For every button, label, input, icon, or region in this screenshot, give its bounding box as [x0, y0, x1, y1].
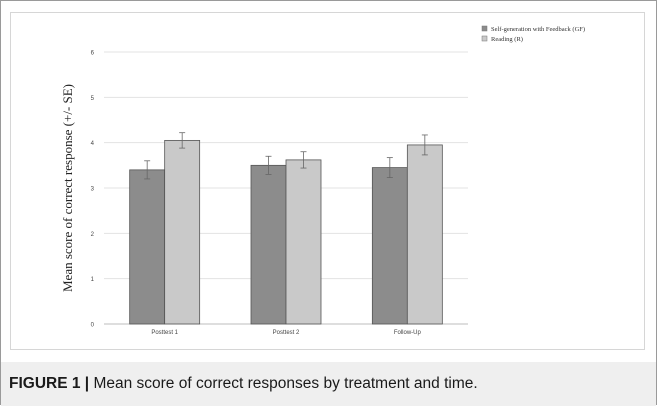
bar: [129, 169, 166, 325]
legend-swatch: [481, 35, 488, 42]
y-axis-label: Mean score of correct response (+/- SE): [60, 84, 75, 292]
figure-caption-label: FIGURE 1 |: [9, 375, 90, 392]
y-tick-label: 6: [91, 51, 95, 57]
x-tick-label: Follow-Up: [394, 330, 422, 336]
y-tick-label: 1: [91, 277, 95, 283]
caption-band: [1, 362, 656, 406]
x-tick-label: Posttest 1: [151, 330, 178, 336]
figure-caption-text: Mean score of correct responses by treat…: [89, 375, 478, 392]
bar-chart: 0 1 2 3 4 5 6 Posttest 1 Posttest 2 Follow-Up Sel…: [60, 25, 585, 336]
y-tick-label: 0: [91, 323, 95, 329]
bar: [285, 159, 322, 325]
chart-area: [10, 12, 645, 350]
y-tick-label: 2: [91, 232, 95, 238]
x-tick-label: Posttest 2: [273, 330, 300, 336]
legend-swatch: [481, 25, 488, 32]
legend-label: Reading (R): [491, 36, 523, 43]
bar: [164, 139, 201, 325]
y-tick-label: 4: [91, 141, 95, 147]
bar: [250, 164, 287, 325]
figure-caption: FIGURE 1 | Mean score of correct respons…: [9, 375, 478, 393]
bar: [406, 144, 443, 325]
y-tick-label: 5: [91, 96, 95, 102]
y-tick-label: 3: [91, 187, 95, 193]
legend-label: Self-generation with Feedback (GF): [491, 26, 585, 33]
bar: [371, 167, 408, 325]
